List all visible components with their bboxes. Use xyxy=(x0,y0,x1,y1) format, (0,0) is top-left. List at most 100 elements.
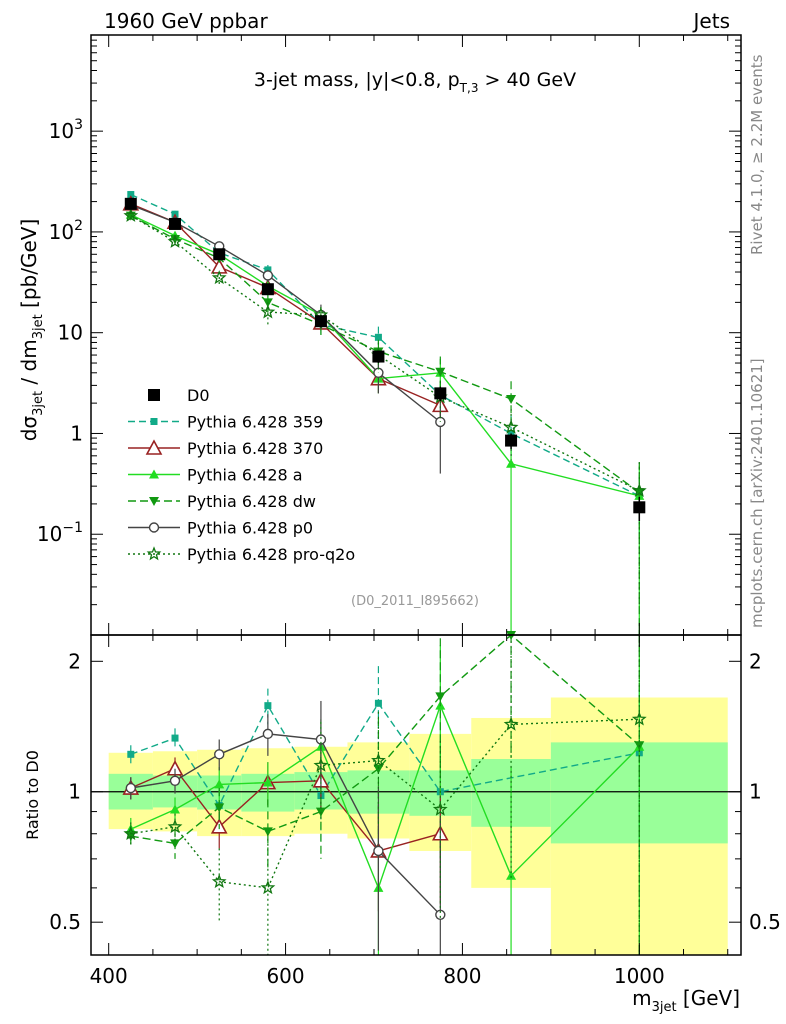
legend-item: Pythia 6.428 359 xyxy=(128,413,323,432)
ratio-point xyxy=(373,764,384,774)
ratio-point xyxy=(170,839,181,849)
data-point xyxy=(435,367,446,377)
ratio-line xyxy=(130,634,640,845)
data-point xyxy=(211,270,227,285)
ratio-point xyxy=(214,749,225,760)
data-point xyxy=(169,217,182,230)
mcplots-label: mcplots.cern.ch [arXiv:2401.10621] xyxy=(748,358,766,628)
ratio-point xyxy=(262,827,273,837)
data-point xyxy=(506,394,517,404)
data-point xyxy=(314,315,327,328)
ratio-point xyxy=(123,825,139,841)
data-point xyxy=(260,304,276,319)
ratio-tick-label-right: 0.5 xyxy=(749,910,781,934)
rivet-label: Rivet 4.1.0, ≥ 2.2M events xyxy=(748,54,766,255)
ratio-point xyxy=(371,752,386,767)
data-point xyxy=(374,333,382,341)
legend-item: D0 xyxy=(148,386,210,405)
ratio-point xyxy=(503,716,519,731)
data-point xyxy=(127,191,135,199)
ratio-point xyxy=(167,818,183,834)
ratio-tick-label: 2 xyxy=(68,649,81,673)
legend-item: Pythia 6.428 a xyxy=(128,466,303,485)
data-point xyxy=(213,248,226,261)
ratio-point xyxy=(313,757,329,772)
data-point xyxy=(170,235,181,245)
y-axis-title: dσ3jet / dm3jet [pb/GeV] xyxy=(17,219,46,442)
ratio-point xyxy=(506,870,517,880)
ratio-tick-label-right: 1 xyxy=(749,780,762,804)
data-point xyxy=(167,233,183,248)
legend-marker xyxy=(148,522,160,533)
series-line xyxy=(130,203,441,407)
data-point xyxy=(124,197,137,210)
y-tick-label: 103 xyxy=(49,117,83,143)
series-data xyxy=(124,197,646,522)
data-point xyxy=(633,501,646,514)
data-point xyxy=(372,350,385,363)
ratio-point xyxy=(374,699,382,707)
x-tick-label: 1000 xyxy=(614,964,665,988)
data-point xyxy=(505,434,518,447)
data-point xyxy=(262,270,274,281)
ratio-tick-label: 0.5 xyxy=(49,910,81,934)
ratio-point xyxy=(127,750,135,758)
legend-label: D0 xyxy=(187,386,210,405)
legend-marker xyxy=(146,546,162,561)
legend-label: Pythia 6.428 dw xyxy=(187,492,316,511)
legend-marker xyxy=(149,497,159,506)
ratio-point xyxy=(211,873,227,889)
data-point xyxy=(503,419,519,434)
legend-marker xyxy=(149,469,159,479)
y-tick-label: 10 xyxy=(58,321,83,345)
x-tick-label: 600 xyxy=(266,964,304,988)
series-line xyxy=(130,215,640,492)
legend-item: Pythia 6.428 pro-q2o xyxy=(128,545,355,564)
legend-label: Pythia 6.428 a xyxy=(187,466,303,485)
legend-marker xyxy=(148,389,160,401)
ratio-point xyxy=(262,728,274,740)
x-axis-title: m3jet [GeV] xyxy=(632,986,740,1015)
x-tick-label: 800 xyxy=(443,964,481,988)
legend-item: Pythia 6.428 dw xyxy=(128,492,316,511)
x-tick-label: 400 xyxy=(90,964,128,988)
data-point xyxy=(506,458,517,468)
ratio-point xyxy=(169,775,181,786)
ratio-point xyxy=(264,702,272,710)
y-tick-label: 1 xyxy=(70,421,83,445)
ratio-point xyxy=(435,909,446,921)
data-point xyxy=(123,207,139,222)
ratio-tick-label-right: 2 xyxy=(749,649,762,673)
ratio-panel-frame xyxy=(90,634,742,956)
data-point xyxy=(434,387,447,400)
ratio-line xyxy=(130,702,640,807)
header-right: Jets xyxy=(692,9,730,33)
legend-label: Pythia 6.428 370 xyxy=(187,439,323,458)
ratio-point xyxy=(260,880,276,895)
ratio-point xyxy=(262,777,273,787)
legend-item: Pythia 6.428 p0 xyxy=(128,519,313,538)
legend-marker xyxy=(150,418,158,425)
analysis-id: (D0_2011_I895662) xyxy=(351,594,479,609)
ratio-point xyxy=(171,734,179,742)
ratio-point xyxy=(315,734,327,745)
ratio-point xyxy=(432,801,448,816)
chart-title: 3-jet mass, |y|<0.8, pT,3 > 40 GeV xyxy=(254,69,576,95)
ratio-point xyxy=(631,711,647,726)
ratio-point xyxy=(214,803,225,813)
ratio-axis-title: Ratio to D0 xyxy=(23,750,42,840)
y-tick-label: 102 xyxy=(49,218,83,244)
legend-label: Pythia 6.428 pro-q2o xyxy=(187,545,355,564)
ratio-point xyxy=(170,804,181,814)
legend-marker xyxy=(145,439,163,455)
ratio-point xyxy=(214,779,225,789)
ratio-point xyxy=(373,845,384,857)
data-point xyxy=(261,283,274,296)
ratio-point xyxy=(435,692,446,702)
ratio-point xyxy=(125,782,136,794)
legend-label: Pythia 6.428 p0 xyxy=(187,519,313,538)
legend-label: Pythia 6.428 359 xyxy=(187,413,323,432)
y-tick-label: 10−1 xyxy=(37,520,83,546)
legend-item: Pythia 6.428 370 xyxy=(128,439,323,458)
